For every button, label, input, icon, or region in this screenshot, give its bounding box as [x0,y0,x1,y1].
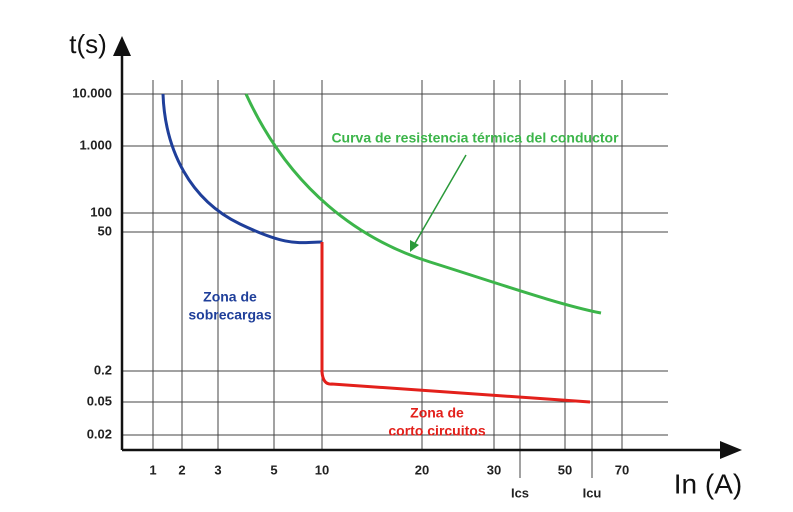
short-circuit-curve [320,242,591,404]
y-tick-label: 100 [90,204,112,219]
y-axis-label: t(s) [69,29,107,59]
x-tick-label: 70 [615,462,629,477]
short-circuit-label: Zona de [410,405,464,421]
y-tick-label: 50 [98,223,112,238]
marker-label: Icu [583,485,602,500]
y-arrow [113,36,131,56]
marker-label: Ics [511,485,529,500]
x-tick-label: 30 [487,462,501,477]
x-tick-label: 20 [415,462,429,477]
x-tick-label: 3 [214,462,221,477]
y-tick-label: 0.02 [87,426,112,441]
x-tick-label: 10 [315,462,329,477]
pointer-arrow [413,154,467,246]
thermal-curve [244,93,602,315]
short-circuit-label: corto circuitos [388,423,485,439]
x-tick-label: 1 [149,462,156,477]
thermal-label: Curva de resistencia térmica del conduct… [331,130,619,146]
overload-curve [161,93,323,245]
x-tick-label: 5 [270,462,277,477]
overload-label: Zona de [203,289,257,305]
pointer-arrowhead [410,240,419,252]
y-tick-label: 1.000 [79,137,112,152]
x-axis-label: In (A) [674,468,742,499]
y-tick-label: 0.05 [87,393,112,408]
x-tick-label: 50 [558,462,572,477]
x-tick-label: 2 [178,462,185,477]
overload-label: sobrecargas [188,307,271,323]
y-tick-label: 10.000 [72,85,112,100]
x-arrow [720,441,742,459]
y-tick-label: 0.2 [94,362,112,377]
